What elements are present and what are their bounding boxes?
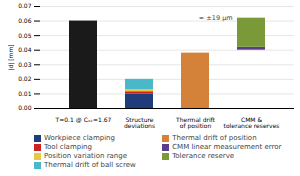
html-text:Thermal drift of position: Thermal drift of position <box>172 134 257 142</box>
html-text:Tolerance reserve: Tolerance reserve <box>172 152 235 160</box>
svg-text:0.00: 0.00 <box>18 104 32 111</box>
html-text:CMM linear measurement error: CMM linear measurement error <box>172 143 282 151</box>
html-text:Thermal drift of ball screw: Thermal drift of ball screw <box>44 161 136 169</box>
svg-text:0.04: 0.04 <box>18 46 32 53</box>
svg-text:≈ ±19 μm: ≈ ±19 μm <box>199 14 233 22</box>
svg-text:0.03: 0.03 <box>18 61 32 68</box>
svg-text:0.02: 0.02 <box>18 75 32 82</box>
svg-text:T=0.1 @ Cₓₖ=1.67: T=0.1 @ Cₓₖ=1.67 <box>55 116 112 124</box>
svg-text:0.06: 0.06 <box>18 17 32 24</box>
svg-text:0.07: 0.07 <box>18 2 32 9</box>
svg-text:0.01: 0.01 <box>18 90 32 97</box>
svg-text:|d| [mm]: |d| [mm] <box>7 44 15 70</box>
svg-text:Thermal driftof position: Thermal driftof position <box>175 116 216 130</box>
html-text:Tool clamping: Tool clamping <box>44 143 92 151</box>
html-text:Workpiece clamping: Workpiece clamping <box>44 134 115 142</box>
svg-text:0.05: 0.05 <box>18 32 32 39</box>
svg-text:Structuredeviations: Structuredeviations <box>124 116 155 129</box>
svg-text:CMM &tolerance reserves: CMM &tolerance reserves <box>224 116 280 129</box>
html-text:Position variation range: Position variation range <box>44 152 127 160</box>
